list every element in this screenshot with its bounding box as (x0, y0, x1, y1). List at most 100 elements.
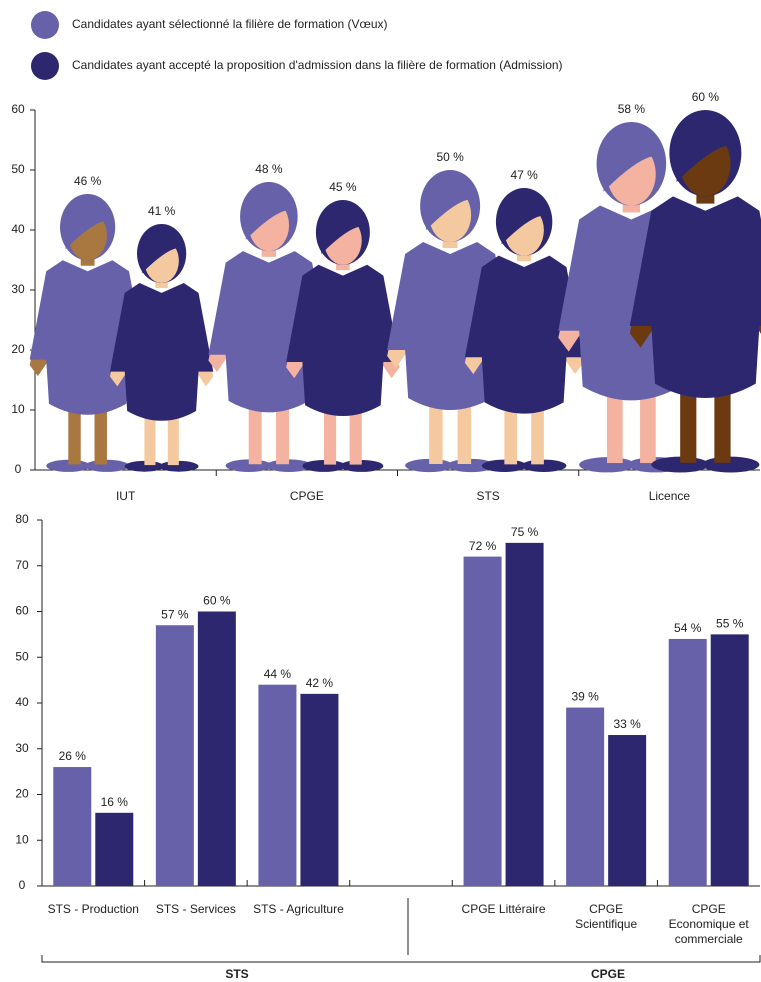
value-label: 60 % (692, 90, 720, 104)
x-tick-label: STS - Services (155, 902, 236, 916)
y-tick-label: 40 (11, 222, 25, 236)
value-label: 54 % (674, 621, 702, 635)
leg (429, 404, 443, 464)
value-label: 58 % (618, 102, 646, 116)
leg (68, 409, 81, 465)
value-label: 46 % (74, 174, 102, 188)
leg (167, 415, 179, 466)
bar (608, 735, 647, 886)
leg (144, 415, 156, 466)
y-tick-label: 20 (15, 787, 29, 801)
value-label: 41 % (148, 204, 176, 218)
legend-label: Candidates ayant sélectionné la filière … (72, 17, 388, 31)
leg (323, 410, 337, 465)
y-tick-label: 80 (15, 512, 29, 526)
value-label: 55 % (716, 617, 744, 631)
y-tick-label: 30 (15, 741, 29, 755)
value-label: 39 % (571, 690, 599, 704)
dress (629, 196, 761, 398)
x-tick-label: CPGE Scientifique (575, 902, 638, 931)
bar (463, 556, 502, 886)
leg (680, 390, 697, 463)
figure (286, 200, 400, 472)
value-label: 26 % (59, 749, 87, 763)
y-tick-label: 50 (11, 162, 25, 176)
group-bracket (41, 955, 761, 963)
value-label: 44 % (264, 667, 292, 681)
y-tick-label: 30 (11, 282, 25, 296)
value-label: 72 % (469, 539, 497, 553)
x-tick-label: CPGE Littéraire (461, 902, 546, 916)
leg (714, 390, 731, 463)
arm (286, 281, 400, 379)
dress (109, 283, 214, 421)
foot (701, 456, 760, 473)
y-tick-label: 10 (15, 832, 29, 846)
bar (197, 611, 236, 886)
y-tick-label: 20 (11, 342, 25, 356)
group-label: CPGE (591, 967, 625, 981)
fringe (321, 214, 368, 254)
fringe (603, 140, 663, 192)
dress (286, 264, 400, 416)
bar (53, 767, 92, 886)
fringe (426, 186, 478, 230)
y-tick-label: 40 (15, 695, 29, 709)
fringe (65, 209, 113, 250)
value-label: 57 % (161, 607, 189, 621)
x-tick-label: CPGE (290, 489, 324, 503)
figure (464, 188, 584, 472)
leg (349, 410, 362, 465)
legend-swatch (31, 11, 59, 39)
bar (258, 684, 297, 886)
value-label: 42 % (306, 676, 334, 690)
fringe (501, 203, 550, 245)
bar (155, 625, 194, 886)
fringe (245, 197, 295, 240)
value-label: 45 % (329, 180, 357, 194)
leg (607, 393, 623, 464)
leg (457, 404, 472, 464)
dress (208, 251, 330, 413)
value-label: 47 % (510, 168, 538, 182)
value-label: 60 % (203, 594, 231, 608)
x-tick-label: Licence (649, 489, 691, 503)
bar (95, 812, 134, 886)
leg (531, 407, 544, 465)
group-label: STS (225, 967, 248, 981)
arm (464, 272, 584, 375)
bar (300, 693, 339, 886)
leg (94, 409, 107, 465)
arm (629, 218, 761, 348)
y-tick-label: 0 (15, 462, 22, 476)
figure (629, 110, 761, 473)
y-tick-label: 0 (19, 878, 26, 892)
figure (208, 181, 330, 473)
foot (159, 460, 199, 472)
y-tick-label: 70 (15, 558, 29, 572)
bar (710, 634, 749, 886)
x-tick-label: STS - Agriculture (253, 902, 344, 916)
bar (566, 707, 605, 886)
value-label: 33 % (613, 717, 641, 731)
y-tick-label: 10 (11, 402, 25, 416)
legend-swatch (31, 52, 59, 80)
dress (464, 255, 584, 414)
bar (668, 638, 707, 886)
fringe (676, 129, 738, 182)
bar (505, 542, 544, 886)
x-tick-label: STS (476, 489, 499, 503)
y-tick-label: 60 (11, 102, 25, 116)
foot (124, 460, 165, 472)
y-tick-label: 60 (15, 604, 29, 618)
x-tick-label: CPGE Economique et commerciale (668, 902, 749, 946)
legend-label: Candidates ayant accepté la proposition … (72, 58, 563, 72)
leg (248, 406, 262, 465)
value-label: 50 % (436, 150, 464, 164)
y-tick-label: 50 (15, 649, 29, 663)
figure (109, 224, 214, 472)
foot (651, 456, 709, 473)
value-label: 16 % (101, 795, 129, 809)
